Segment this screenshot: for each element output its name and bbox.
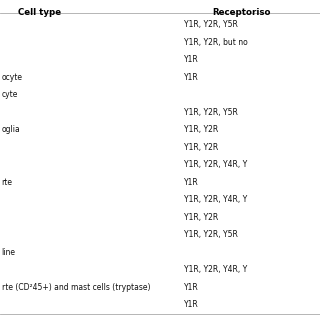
Text: Y1R, Y2R, Y4R, Y: Y1R, Y2R, Y4R, Y [184, 195, 247, 204]
Text: Y1R: Y1R [184, 55, 199, 64]
Text: Cell type: Cell type [19, 8, 61, 17]
Text: Y1R, Y2R, Y5R: Y1R, Y2R, Y5R [184, 20, 238, 29]
Text: cyte: cyte [2, 90, 18, 99]
Text: Y1R, Y2R: Y1R, Y2R [184, 125, 218, 134]
Text: rte: rte [2, 178, 12, 187]
Text: Y1R: Y1R [184, 300, 199, 309]
Text: rte (CD²45+) and mast cells (tryptase): rte (CD²45+) and mast cells (tryptase) [2, 283, 150, 292]
Text: Y1R, Y2R: Y1R, Y2R [184, 213, 218, 222]
Text: Y1R, Y2R, Y5R: Y1R, Y2R, Y5R [184, 108, 238, 117]
Text: Y1R: Y1R [184, 283, 199, 292]
Text: Y1R, Y2R, Y4R, Y: Y1R, Y2R, Y4R, Y [184, 160, 247, 169]
Text: Y1R: Y1R [184, 178, 199, 187]
Text: Y1R, Y2R, Y5R: Y1R, Y2R, Y5R [184, 230, 238, 239]
Text: Receptoriso: Receptoriso [212, 8, 271, 17]
Text: Y1R: Y1R [184, 73, 199, 82]
Text: line: line [2, 248, 16, 257]
Text: Y1R, Y2R: Y1R, Y2R [184, 143, 218, 152]
Text: Y1R, Y2R, Y4R, Y: Y1R, Y2R, Y4R, Y [184, 265, 247, 274]
Text: ocyte: ocyte [2, 73, 23, 82]
Text: oglia: oglia [2, 125, 20, 134]
Text: Y1R, Y2R, but no: Y1R, Y2R, but no [184, 38, 248, 47]
